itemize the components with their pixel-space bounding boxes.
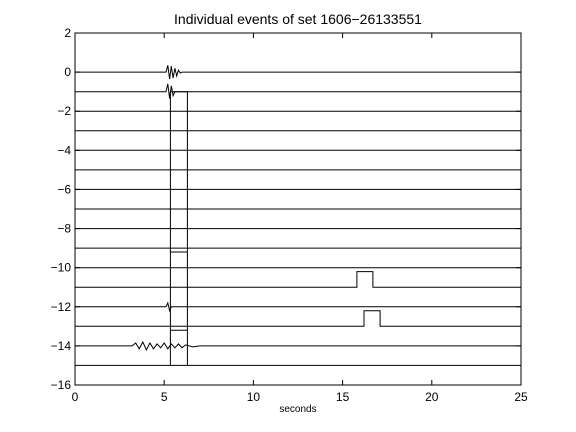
series-line-15 (75, 340, 521, 351)
x-tick-label: 10 (247, 390, 261, 404)
x-tick-label: 25 (514, 390, 528, 404)
y-tick-label: 0 (64, 65, 71, 79)
x-tick-label: 20 (425, 390, 439, 404)
x-tick-label: 0 (72, 390, 79, 404)
series-line-1 (75, 65, 521, 80)
y-tick-label: −10 (51, 261, 72, 275)
plot-area (75, 65, 521, 366)
x-tick-label: 5 (161, 390, 168, 404)
y-tick-label: −4 (57, 143, 71, 157)
pulse-outline (169, 91, 188, 366)
series-line-13 (75, 301, 521, 313)
y-tick-label: −2 (57, 104, 71, 118)
y-tick-label: −8 (57, 222, 71, 236)
series-line-14 (75, 310, 521, 327)
series-line-12 (75, 271, 521, 288)
x-tick-label: 15 (336, 390, 350, 404)
y-tick-label: −12 (51, 300, 72, 314)
y-tick-label: −6 (57, 182, 71, 196)
y-tick-label: 2 (64, 26, 71, 40)
y-tick-label: −16 (51, 378, 72, 392)
x-axis-label: seconds (279, 404, 316, 415)
y-tick-label: −14 (51, 339, 72, 353)
chart-title: Individual events of set 1606−26133551 (174, 11, 422, 27)
plot-frame (74, 32, 522, 386)
